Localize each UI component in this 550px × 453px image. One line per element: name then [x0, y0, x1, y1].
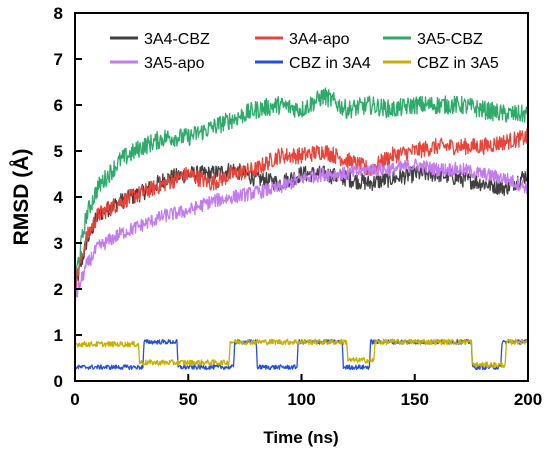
- x-axis-title: Time (ns): [263, 428, 338, 447]
- y-tick-label: 8: [54, 4, 63, 23]
- y-tick-label: 0: [54, 372, 63, 391]
- legend: 3A4-CBZ 3A4-apo 3A5-CBZ 3A5-apo CBZ in 3A4 CB…: [110, 31, 499, 72]
- y-tick-label: 4: [54, 188, 64, 207]
- x-tick-label: 0: [70, 390, 79, 409]
- series-line-3: [75, 158, 528, 302]
- legend-label-0: 3A4-CBZ: [144, 31, 210, 48]
- series-line-4: [75, 338, 528, 371]
- y-tick-label: 3: [54, 234, 63, 253]
- y-tick-label: 5: [54, 142, 63, 161]
- legend-label-4: CBZ in 3A4: [289, 55, 371, 72]
- series-line-2: [75, 87, 528, 284]
- y-tick-label: 7: [54, 50, 63, 69]
- series-layer: [75, 87, 528, 371]
- axes-layer: 0 50 100 150 200 0 1 2 3 4 5 6 7 8: [54, 4, 543, 409]
- legend-label-5: CBZ in 3A5: [417, 55, 499, 72]
- x-tick-label: 150: [401, 390, 429, 409]
- x-tick-label: 200: [514, 390, 542, 409]
- x-tick-label: 50: [179, 390, 198, 409]
- series-line-5: [75, 338, 528, 369]
- y-tick-label: 2: [54, 280, 63, 299]
- y-axis-title: RMSD (Å): [9, 149, 33, 246]
- legend-label-2: 3A5-CBZ: [417, 31, 483, 48]
- series-line-1: [75, 128, 528, 290]
- y-tick-label: 1: [54, 326, 63, 345]
- x-tick-label: 100: [287, 390, 315, 409]
- legend-label-3: 3A5-apo: [144, 55, 205, 72]
- y-tick-label: 6: [54, 96, 63, 115]
- legend-label-1: 3A4-apo: [289, 31, 350, 48]
